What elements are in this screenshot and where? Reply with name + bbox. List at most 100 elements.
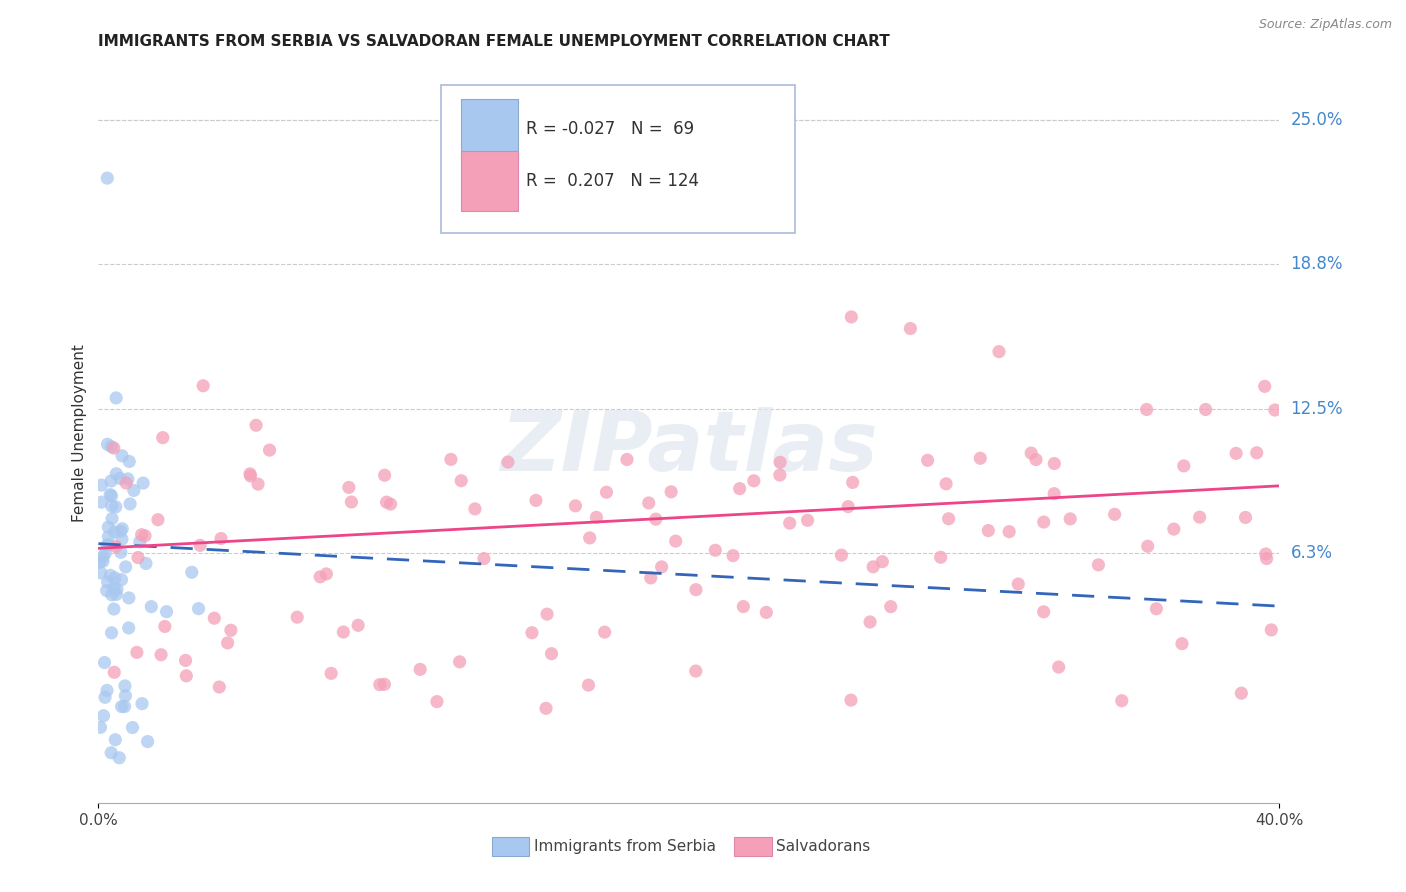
Point xyxy=(121,721,143,735)
Point xyxy=(105,582,128,597)
Point xyxy=(1144,601,1167,615)
Point xyxy=(103,441,125,455)
Point xyxy=(90,495,112,509)
Point xyxy=(96,583,118,598)
Point xyxy=(564,499,586,513)
Point xyxy=(340,495,363,509)
Point xyxy=(100,568,122,582)
Point xyxy=(651,560,673,574)
Point xyxy=(644,512,666,526)
Point xyxy=(1087,558,1109,572)
Point xyxy=(862,559,884,574)
Point xyxy=(131,527,153,541)
Point xyxy=(665,534,688,549)
Point xyxy=(122,483,145,498)
Point xyxy=(969,451,991,466)
Point xyxy=(637,496,659,510)
Point xyxy=(988,344,1011,359)
Point xyxy=(1136,539,1159,553)
Point xyxy=(101,511,124,525)
Point xyxy=(704,543,727,558)
Point xyxy=(96,437,118,451)
Point xyxy=(136,734,159,748)
Point xyxy=(1254,379,1277,393)
Point xyxy=(880,599,903,614)
Point xyxy=(1264,403,1286,417)
Point xyxy=(1225,446,1247,460)
Point xyxy=(247,477,270,491)
Point xyxy=(96,171,118,186)
Text: 25.0%: 25.0% xyxy=(1291,112,1343,129)
Point xyxy=(104,732,127,747)
Point xyxy=(1032,515,1054,529)
Point xyxy=(1032,605,1054,619)
Point xyxy=(440,452,463,467)
Point xyxy=(409,662,432,676)
Point xyxy=(1173,458,1195,473)
Point xyxy=(1163,522,1185,536)
Point xyxy=(1136,402,1159,417)
Point xyxy=(595,485,617,500)
Point xyxy=(90,566,112,580)
Point xyxy=(146,513,169,527)
Point xyxy=(117,472,139,486)
Point xyxy=(110,524,132,539)
Text: 6.3%: 6.3% xyxy=(1291,544,1333,562)
Text: R = -0.027   N =  69: R = -0.027 N = 69 xyxy=(526,120,695,138)
Point xyxy=(111,532,134,546)
Point xyxy=(202,611,225,625)
Point xyxy=(685,582,707,597)
Point xyxy=(100,625,122,640)
Point xyxy=(1195,402,1218,417)
Point xyxy=(524,493,547,508)
Point xyxy=(91,554,114,568)
Point xyxy=(114,679,136,693)
Point xyxy=(374,468,396,483)
Point xyxy=(769,468,792,483)
Point xyxy=(114,699,136,714)
Point xyxy=(1171,637,1194,651)
Point xyxy=(1234,510,1257,524)
Point xyxy=(659,484,682,499)
FancyBboxPatch shape xyxy=(492,837,530,856)
Point xyxy=(134,529,156,543)
Point xyxy=(1230,686,1253,700)
FancyBboxPatch shape xyxy=(441,85,796,233)
Point xyxy=(125,645,148,659)
Point xyxy=(496,455,519,469)
Point xyxy=(520,625,543,640)
Point xyxy=(208,680,231,694)
Point xyxy=(332,625,354,640)
Point xyxy=(337,480,360,494)
Point xyxy=(98,488,121,502)
Point xyxy=(245,418,267,433)
Point xyxy=(131,697,153,711)
Point xyxy=(91,549,114,564)
Point xyxy=(977,524,1000,538)
Point xyxy=(585,510,607,524)
Point xyxy=(1059,512,1081,526)
Point xyxy=(578,531,600,545)
Point xyxy=(111,449,134,463)
Point xyxy=(132,476,155,491)
Text: Source: ZipAtlas.com: Source: ZipAtlas.com xyxy=(1258,18,1392,31)
Point xyxy=(104,500,127,514)
Point xyxy=(935,476,957,491)
FancyBboxPatch shape xyxy=(461,99,517,159)
Point xyxy=(239,469,262,483)
Point xyxy=(101,588,124,602)
Point xyxy=(104,540,127,554)
Point xyxy=(309,570,332,584)
Point xyxy=(127,550,149,565)
Point xyxy=(93,656,115,670)
Point xyxy=(176,669,198,683)
Point xyxy=(1254,547,1277,561)
Point xyxy=(375,495,398,509)
Point xyxy=(135,557,157,571)
Point xyxy=(841,475,863,490)
Point xyxy=(100,474,122,488)
Point xyxy=(180,566,202,580)
Point xyxy=(917,453,939,467)
Point xyxy=(100,489,122,503)
Point xyxy=(373,677,395,691)
